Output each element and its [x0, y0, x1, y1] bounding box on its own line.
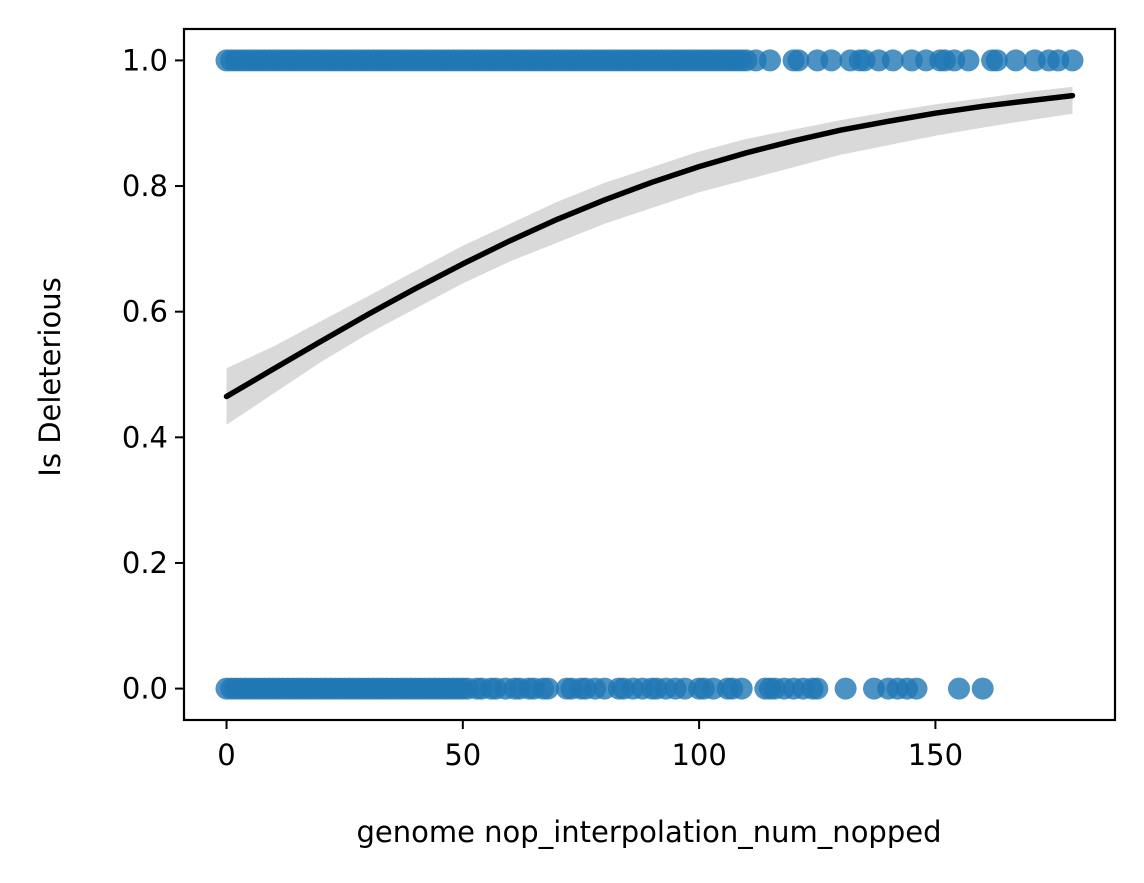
x-tick-label: 0: [217, 738, 235, 772]
data-point-deleterious: [820, 49, 843, 72]
y-tick-label: 0.8: [122, 169, 168, 203]
x-tick-label: 150: [908, 738, 963, 772]
data-point-deleterious: [881, 49, 904, 72]
x-tick-label: 100: [671, 738, 726, 772]
x-axis-label: genome nop_interpolation_num_nopped: [356, 815, 941, 849]
y-axis-label: Is Deleterious: [33, 277, 67, 476]
y-axis: 0.0 0.2 0.4 0.6 0.8 1.0: [122, 43, 184, 706]
y-tick-label: 0.2: [122, 546, 168, 580]
x-tick-label: 50: [444, 738, 481, 772]
y-tick-label: 1.0: [122, 43, 168, 77]
fit-line-layer: [223, 92, 1076, 400]
y-tick-label: 0.6: [122, 295, 168, 329]
y-tick-label: 0.0: [122, 672, 168, 706]
data-point-deleterious: [1061, 49, 1084, 72]
x-axis: 0 50 100 150: [217, 720, 963, 772]
scatter-points-layer: [215, 49, 1084, 700]
y-tick-label: 0.4: [122, 420, 168, 454]
data-point-not-deleterious: [834, 677, 857, 700]
data-point-not-deleterious: [730, 677, 753, 700]
data-point-not-deleterious: [806, 677, 829, 700]
data-point-not-deleterious: [905, 677, 928, 700]
logistic-fit-line: [223, 92, 1076, 400]
data-point-not-deleterious: [536, 677, 559, 700]
data-point-deleterious: [787, 49, 810, 72]
data-point-deleterious: [1004, 49, 1027, 72]
data-point-deleterious: [985, 49, 1008, 72]
data-point-not-deleterious: [948, 677, 970, 700]
confidence-band-layer: [226, 86, 1073, 425]
plot-frame: [182, 27, 1117, 722]
data-point-deleterious: [759, 49, 781, 72]
confidence-band: [226, 86, 1073, 425]
data-point-deleterious: [957, 49, 980, 72]
data-point-not-deleterious: [971, 677, 994, 700]
